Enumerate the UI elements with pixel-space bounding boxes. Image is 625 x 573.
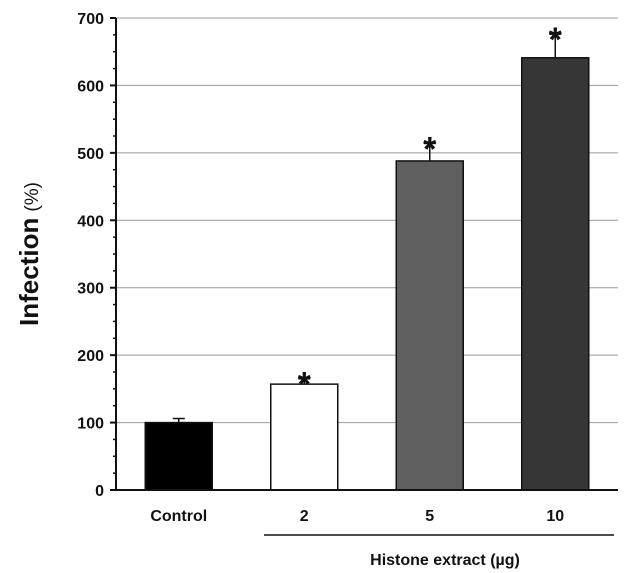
y-tick-label: 400 [77, 213, 104, 230]
y-tick-label: 600 [77, 78, 104, 95]
bar-10 [521, 57, 590, 491]
y-axis-title-unit: (%) [22, 182, 43, 212]
bar-5 [395, 160, 464, 491]
significance-asterisk: * [423, 130, 437, 168]
significance-asterisk: * [549, 21, 563, 59]
bar-2 [270, 383, 339, 491]
x-category-label: 10 [546, 508, 564, 525]
y-tick-label: 100 [77, 416, 104, 433]
y-axis-ticks: 0 100 200 300 400 500 600 700 [77, 11, 116, 500]
y-tick-label: 500 [77, 146, 104, 163]
y-tick-label: 0 [95, 483, 104, 500]
bars [144, 57, 590, 491]
x-axis-title: Histone extract (µg) [370, 552, 520, 569]
y-tick-label: 200 [77, 348, 104, 365]
x-category-label: 5 [425, 508, 434, 525]
bar-Control [144, 421, 213, 491]
error-bars [172, 33, 562, 423]
y-axis-title-text: Infection [14, 218, 44, 326]
x-axis-category-labels: Control 2 5 10 [150, 508, 564, 525]
significance-marks: * * * [298, 21, 563, 404]
y-tick-label: 300 [77, 281, 104, 298]
gridlines [116, 17, 618, 424]
y-axis-title: Infection (%) [14, 182, 44, 326]
y-tick-label: 700 [77, 11, 104, 28]
x-category-label: 2 [300, 508, 309, 525]
x-category-label: Control [150, 508, 207, 525]
significance-asterisk: * [298, 366, 312, 404]
